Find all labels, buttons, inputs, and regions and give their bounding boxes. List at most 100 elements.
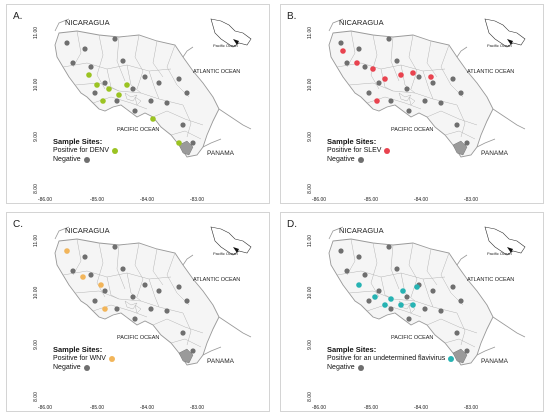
legend-positive-dot	[108, 355, 115, 362]
legend-positive-label: Positive for DENV	[53, 147, 110, 154]
district-boundary	[456, 104, 466, 138]
district-boundary	[152, 318, 204, 334]
negative-site-marker	[164, 100, 170, 106]
x-tick-label: -85.00	[364, 405, 378, 411]
district-boundary	[370, 242, 380, 298]
x-tick-label: -85.00	[90, 197, 104, 203]
x-tick-label: -86.00	[38, 405, 52, 411]
y-tick-label: 8.00	[33, 392, 39, 402]
district-boundary	[426, 40, 438, 78]
y-tick-label: 10.00	[33, 287, 39, 300]
panel-c-map: Pacific Ocean -86.00 -85.00 -84.00 -83.00 11.…	[33, 226, 252, 411]
district-boundary	[116, 36, 126, 82]
positive-site-marker	[102, 306, 108, 312]
y-tick-label: 11.00	[33, 27, 39, 39]
negative-site-marker	[82, 254, 88, 260]
positive-site-marker	[414, 284, 420, 290]
atlantic-ocean-label: ATLANTIC OCEAN	[193, 69, 240, 75]
positive-site-marker	[372, 294, 378, 300]
negative-site-marker	[394, 266, 400, 272]
x-tick-label: -85.00	[364, 197, 378, 203]
panel-a: A. Pacific Ocean -86.00 -85.00 -84.00 -83.00…	[6, 4, 270, 204]
legend-negative-label: Negative	[53, 364, 81, 371]
neighbor-boundary	[218, 108, 252, 130]
negative-site-marker	[394, 58, 400, 64]
inset-outline	[484, 226, 526, 256]
legend-negative-dot	[83, 364, 90, 371]
district-boundary	[166, 44, 190, 98]
district-boundary	[148, 70, 160, 100]
negative-site-marker	[92, 298, 98, 304]
negative-site-marker	[422, 98, 428, 104]
district-boundary	[152, 248, 164, 286]
negative-site-marker	[362, 64, 368, 70]
legend-negative-dot	[357, 364, 364, 371]
y-tick-label: 10.00	[33, 79, 39, 92]
negative-site-marker	[422, 306, 428, 312]
neighbor-boundary	[476, 346, 496, 356]
x-tick-label: -84.00	[140, 405, 154, 411]
panel-b-letter: B.	[287, 11, 297, 22]
inset-highlight	[233, 247, 239, 253]
neighbor-boundary	[54, 18, 70, 32]
legend-negative-dot	[357, 156, 364, 163]
negative-site-marker	[130, 294, 136, 300]
district-boundary	[134, 242, 144, 298]
panel-b: B. Pacific Ocean -86.00 -85.00 -84.00 -83.00…	[280, 4, 544, 204]
district-boundary	[422, 70, 434, 100]
negative-site-marker	[430, 80, 436, 86]
district-boundary	[426, 248, 438, 286]
negative-site-marker	[376, 80, 382, 86]
negative-site-marker	[438, 308, 444, 314]
district-boundary	[166, 252, 190, 306]
district-boundary	[74, 290, 184, 314]
atlantic-ocean-label: ATLANTIC OCEAN	[467, 277, 514, 283]
negative-site-marker	[142, 282, 148, 288]
neighbor-boundary	[456, 254, 468, 266]
negative-site-marker	[142, 74, 148, 80]
x-tick-label: -86.00	[312, 405, 326, 411]
inset-map: Pacific Ocean	[484, 226, 526, 256]
district-boundary	[182, 312, 192, 346]
district-boundary	[408, 34, 418, 90]
panama-label: PANAMA	[207, 150, 235, 157]
legend-title: Sample Sites:	[53, 345, 103, 354]
legend-negative-label: Negative	[327, 364, 355, 371]
district-boundary	[346, 30, 356, 68]
negative-site-marker	[338, 40, 344, 46]
x-tick-label: -83.00	[464, 197, 478, 203]
legend-positive-label: Positive for WNV	[53, 355, 106, 362]
legend-positive-dot	[112, 147, 119, 154]
nicaragua-label: NICARAGUA	[65, 226, 110, 235]
inset-map: Pacific Ocean	[484, 18, 526, 48]
nicaragua-label: NICARAGUA	[339, 18, 384, 27]
y-tick-label: 8.00	[33, 184, 39, 194]
negative-site-marker	[156, 80, 162, 86]
x-tick-label: -86.00	[38, 197, 52, 203]
legend-positive-label: Positive for SLEV	[327, 147, 382, 154]
positive-site-marker	[124, 82, 130, 88]
negative-site-marker	[70, 60, 76, 66]
district-boundary	[444, 338, 476, 348]
positive-site-marker	[400, 288, 406, 294]
district-boundary	[134, 34, 144, 90]
positive-site-marker	[80, 274, 86, 280]
district-boundary	[336, 270, 446, 280]
panel-a-legend: Sample Sites: Positive for DENV Negative	[53, 137, 119, 164]
negative-site-marker	[184, 90, 190, 96]
negative-site-marker	[156, 288, 162, 294]
positive-site-marker	[100, 98, 106, 104]
panel-c-letter: C.	[13, 219, 23, 230]
negative-site-marker	[404, 86, 410, 92]
negative-site-marker	[388, 306, 394, 312]
inset-map: Pacific Ocean	[210, 18, 252, 48]
district-boundary	[126, 272, 142, 302]
y-tick-label: 10.00	[307, 287, 313, 300]
negative-site-marker	[454, 330, 460, 336]
panel-c: C. Pacific Ocean -86.00 -85.00 -84.00 -83.00…	[6, 212, 270, 412]
negative-site-marker	[404, 294, 410, 300]
negative-site-marker	[176, 76, 182, 82]
negative-site-marker	[344, 268, 350, 274]
district-boundary	[62, 62, 172, 72]
negative-site-marker	[450, 76, 456, 82]
